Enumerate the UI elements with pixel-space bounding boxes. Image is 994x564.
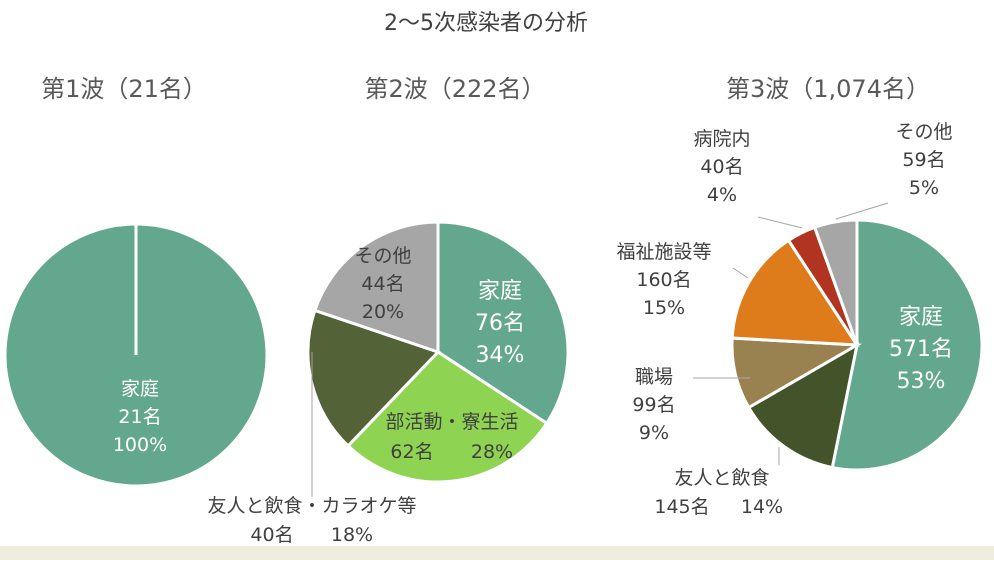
pie3-slice-0-percent: 53% <box>897 369 946 394</box>
pie3-slice-0-count: 571名 <box>889 337 953 362</box>
pie2-slice-2-percent: 18% <box>331 524 373 546</box>
pie2-slice-3-percent: 20% <box>362 301 404 323</box>
pie-title-wave2: 第2波（222名） <box>364 75 545 103</box>
pie3-slice-5-count: 59名 <box>902 149 945 171</box>
pie3-slice-5-percent: 5% <box>909 177 939 199</box>
pie2-slice-1-label: 部活動・寮生活 <box>385 411 518 433</box>
pie3-slice-2-count: 99名 <box>632 394 675 416</box>
pie2-slice-3-count: 44名 <box>361 273 404 295</box>
pie2-slice-1 <box>345 350 549 484</box>
pie3-slice-2-label: 職場 <box>635 366 673 388</box>
pie1-slice-0-count: 21名 <box>118 406 161 428</box>
pie2-slice-1-percent: 28% <box>471 441 513 463</box>
pie3-slice-5 <box>812 218 859 346</box>
pie3-slice-5-label: その他 <box>895 121 952 143</box>
chart-title: 2～5次感染者の分析 <box>384 11 588 36</box>
pie2-slice-0-percent: 34% <box>476 343 525 368</box>
pie3-slice-3 <box>730 238 860 347</box>
pie3-slice-4-count: 40名 <box>700 156 743 178</box>
pie-title-wave1: 第1波（21名） <box>41 75 207 103</box>
pie2-slice-2-label: 友人と飲食・カラオケ等 <box>207 495 416 517</box>
pie3-slice-1-count: 145名 <box>654 496 709 518</box>
pie3-slice-0-label: 家庭 <box>899 305 943 330</box>
pie-title-wave3: 第3波（1,074名） <box>726 75 930 103</box>
pie3-leader-line-3 <box>732 267 749 279</box>
pie3-slice-3-label: 福祉施設等 <box>616 241 711 263</box>
pie3-slice-1-label: 友人と飲食 <box>674 467 769 489</box>
pie3-slice-3-count: 160名 <box>636 269 691 291</box>
bottom-strip <box>0 546 994 560</box>
pie1-slice-0-label: 家庭 <box>121 378 159 400</box>
pie3-slice-3-percent: 15% <box>643 297 685 319</box>
pie1-slice-0-percent: 100% <box>113 434 167 456</box>
pie3-slice-1-percent: 14% <box>741 496 783 518</box>
pie3-slice-4-percent: 4% <box>707 184 737 206</box>
pie3-slice-4-label: 病院内 <box>693 128 750 150</box>
pie2-slice-0-label: 家庭 <box>478 279 522 304</box>
pie3-leader-line-5 <box>835 202 889 220</box>
pie2-slice-1-count: 62名 <box>390 441 433 463</box>
pie2-slice-2-count: 40名 <box>250 524 293 546</box>
pie3-slice-0 <box>830 218 984 472</box>
pie2-slice-3 <box>312 220 440 355</box>
pie2-slice-3-label: その他 <box>354 245 411 267</box>
pie3-slice-2-percent: 9% <box>639 422 669 444</box>
pie2-slice-0-count: 76名 <box>475 311 525 336</box>
pie3-slice-1 <box>746 342 860 470</box>
pie3-leader-line-4 <box>757 216 803 229</box>
